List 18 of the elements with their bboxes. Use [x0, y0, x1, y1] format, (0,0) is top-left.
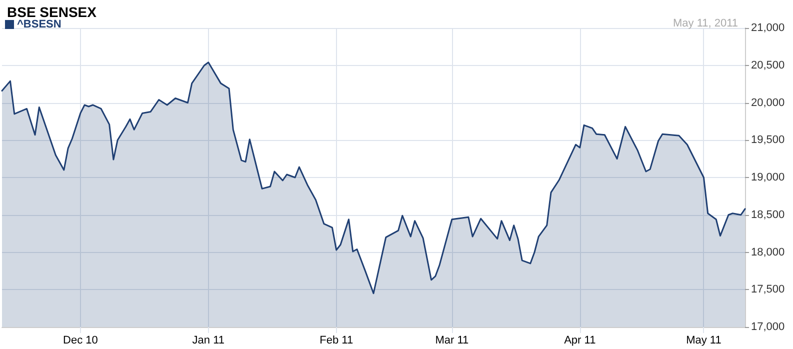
x-tick-label: Apr 11: [564, 334, 596, 346]
y-tick-label: 20,000: [751, 96, 785, 109]
x-tick-label: Jan 11: [192, 334, 224, 346]
y-tick-label: 20,500: [751, 59, 785, 72]
x-tick-label: Dec 10: [63, 334, 98, 346]
y-tick-label: 21,000: [751, 22, 785, 34]
x-tick-label: Feb 11: [320, 334, 354, 346]
annotation: May 11, 2011: [672, 18, 738, 30]
y-tick-label: 17,000: [751, 321, 785, 333]
y-tick-label: 18,000: [751, 246, 785, 258]
y-tick-label: 19,000: [751, 172, 785, 184]
x-tick-label: Mar 11: [435, 334, 469, 346]
y-tick-label: 18,500: [751, 208, 785, 221]
y-tick-label: 17,500: [751, 284, 785, 296]
y-tick-label: 19,500: [751, 134, 785, 146]
legend-label: ^BSESN: [17, 18, 62, 30]
chart-title: BSE SENSEX: [7, 4, 98, 20]
x-tick-label: May 11: [686, 334, 722, 346]
